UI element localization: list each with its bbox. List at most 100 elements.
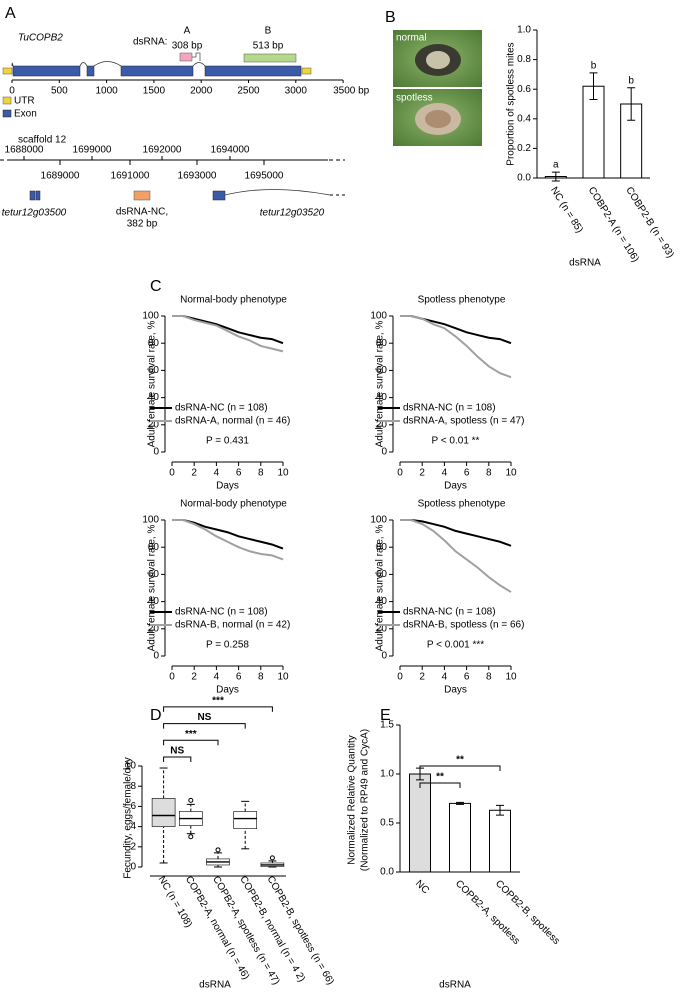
significance-label: ** [456, 755, 464, 766]
bar [449, 802, 471, 873]
x-tick-label: 10 [505, 672, 517, 683]
box [233, 811, 257, 829]
y-tick-label: 40 [376, 392, 388, 403]
x-axis-label: dsRNA [439, 980, 471, 991]
y-tick-label: 4 [130, 821, 136, 832]
chart-title: Spotless phenotype [418, 295, 506, 306]
exon [86, 65, 95, 77]
significance-label: NS [170, 746, 184, 757]
legend-label: dsRNA-NC (n = 108) [175, 607, 268, 618]
scale-label: 2500 [237, 86, 260, 97]
x-tick-label: 4 [442, 468, 448, 479]
x-tick-label: 0 [397, 468, 403, 479]
y-tick-label: 60 [148, 569, 160, 580]
gene-label: tetur12g03500 [2, 208, 67, 219]
x-tick-label: 6 [464, 468, 470, 479]
error-bar [589, 72, 598, 101]
y-tick-label: 20 [376, 623, 388, 634]
gene-box [35, 190, 41, 201]
fragment-name: A [184, 26, 191, 37]
fragment-size: 308 bp [172, 41, 203, 52]
y-tick-label: 0.8 [517, 54, 531, 65]
x-tick-label: 10 [277, 468, 289, 479]
fragment-box [179, 52, 193, 62]
x-tick-label: 8 [486, 672, 492, 683]
gene-label: tetur12g03520 [260, 208, 325, 219]
exon [120, 65, 194, 77]
error-bar [627, 87, 636, 121]
x-tick-label: 6 [236, 468, 242, 479]
y-axis-label: Adult female survival rate, % [147, 525, 158, 652]
survival-line [400, 315, 512, 379]
y-tick-label: 40 [376, 596, 388, 607]
significance-letter: b [591, 61, 597, 72]
scale-label: 500 [51, 86, 68, 97]
photo-label: spotless [396, 93, 433, 104]
scaffold-name: scaffold 12 [18, 135, 67, 146]
fragment-box [243, 53, 297, 63]
legend-label: dsRNA-NC (n = 108) [403, 403, 496, 414]
exon [12, 65, 81, 77]
x-tick-label: 10 [505, 468, 517, 479]
x-tick-label: 10 [277, 672, 289, 683]
y-tick-label: 100 [370, 515, 387, 526]
x-tick-label: 2 [419, 672, 425, 683]
outlier [188, 834, 194, 840]
legend-label: dsRNA-NC (n = 108) [403, 607, 496, 618]
x-tick-label: COPB2-B, spotless [493, 878, 562, 947]
coordinate-label: 1693000 [178, 171, 217, 182]
y-axis-label: (Normalized to RP49 and CycA) [360, 729, 371, 871]
dsrna-label: dsRNA: [133, 37, 167, 48]
annotation: P = 0.431 [206, 436, 249, 447]
coordinate-label: 1688000 [5, 145, 44, 156]
y-axis-label: Adult female survival rate, % [147, 321, 158, 448]
legend-label: UTR [14, 96, 35, 107]
x-tick-label: 6 [236, 672, 242, 683]
significance-bracket [163, 739, 219, 746]
panel-label: A [5, 5, 16, 22]
y-tick-label: 0 [381, 651, 387, 662]
y-tick-label: 6 [130, 801, 136, 812]
x-axis-label: Days [444, 481, 467, 492]
coordinate-label: 1695000 [245, 171, 284, 182]
y-tick-label: 0.4 [517, 113, 531, 124]
x-tick-label: 4 [214, 468, 220, 479]
y-tick-label: 0.0 [517, 173, 531, 184]
y-tick-label: 80 [148, 542, 160, 553]
significance-label: ** [436, 772, 444, 783]
x-tick-label: 8 [258, 672, 264, 683]
bar [489, 809, 511, 873]
y-tick-label: 10 [125, 761, 137, 772]
utr [2, 67, 13, 75]
x-tick-label: 2 [191, 672, 197, 683]
y-axis-label: Adult female survival rate, % [375, 525, 386, 652]
gene-label: dsRNA-NC, [116, 207, 168, 218]
x-axis-label: Days [216, 481, 239, 492]
x-axis-label: dsRNA [199, 980, 231, 991]
outlier [188, 797, 194, 803]
y-tick-label: 0 [153, 651, 159, 662]
x-tick-label: 4 [214, 672, 220, 683]
x-tick-label: 2 [191, 468, 197, 479]
significance-bracket [419, 765, 501, 771]
y-tick-label: 0 [130, 862, 136, 873]
significance-bracket [163, 756, 192, 762]
y-tick-label: 100 [370, 311, 387, 322]
survival-line [172, 519, 284, 550]
scale-label: 1000 [95, 86, 118, 97]
x-axis-label: Days [444, 685, 467, 696]
legend-label: dsRNA-A, spotless (n = 47) [403, 416, 524, 427]
y-tick-label: 0.5 [380, 818, 394, 829]
significance-bracket [419, 782, 461, 788]
y-tick-label: 1.0 [380, 769, 394, 780]
annotation: P < 0.001 *** [427, 640, 484, 651]
survival-line [172, 519, 284, 561]
x-tick-label: 8 [486, 468, 492, 479]
legend-swatch [2, 96, 12, 105]
scale-label: 2000 [190, 86, 213, 97]
y-axis-label: Proportion of spotless mites [506, 42, 517, 165]
gene-name: TuCOPB2 [18, 33, 63, 44]
x-axis-label: dsRNA [569, 258, 601, 269]
y-tick-label: 2 [130, 841, 136, 852]
